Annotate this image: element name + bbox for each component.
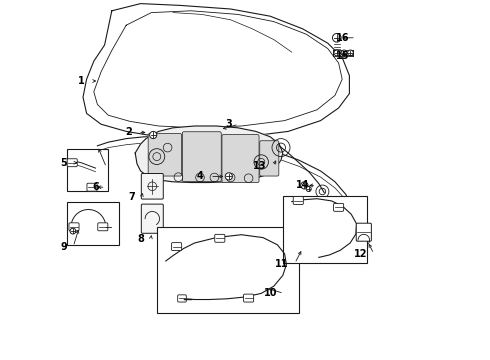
- FancyBboxPatch shape: [157, 227, 299, 313]
- FancyBboxPatch shape: [69, 223, 79, 231]
- Text: 3: 3: [226, 119, 232, 129]
- FancyBboxPatch shape: [87, 183, 97, 191]
- Text: 7: 7: [128, 192, 135, 202]
- FancyBboxPatch shape: [67, 202, 119, 245]
- Text: 10: 10: [264, 288, 277, 298]
- Text: 6: 6: [93, 182, 99, 192]
- Text: 11: 11: [275, 258, 288, 269]
- FancyBboxPatch shape: [283, 196, 368, 263]
- Text: 9: 9: [60, 242, 67, 252]
- Text: 14: 14: [296, 180, 310, 190]
- Polygon shape: [135, 126, 283, 183]
- Circle shape: [70, 228, 76, 234]
- Polygon shape: [83, 4, 349, 139]
- Text: 2: 2: [125, 127, 132, 138]
- FancyBboxPatch shape: [178, 295, 186, 302]
- Text: 1: 1: [78, 76, 85, 86]
- FancyBboxPatch shape: [222, 135, 259, 183]
- Circle shape: [306, 186, 311, 192]
- FancyBboxPatch shape: [148, 134, 182, 176]
- Circle shape: [347, 50, 353, 56]
- FancyBboxPatch shape: [334, 203, 343, 211]
- Text: 12: 12: [354, 249, 368, 259]
- Circle shape: [301, 182, 308, 189]
- FancyBboxPatch shape: [172, 243, 182, 251]
- FancyBboxPatch shape: [260, 141, 279, 176]
- FancyBboxPatch shape: [67, 149, 108, 191]
- Text: 16: 16: [336, 33, 349, 43]
- FancyBboxPatch shape: [141, 204, 163, 233]
- Circle shape: [149, 131, 157, 139]
- FancyBboxPatch shape: [215, 234, 225, 242]
- FancyBboxPatch shape: [244, 294, 254, 302]
- FancyBboxPatch shape: [182, 132, 221, 181]
- Text: 13: 13: [253, 161, 267, 171]
- Circle shape: [225, 173, 232, 180]
- FancyBboxPatch shape: [67, 159, 77, 167]
- FancyBboxPatch shape: [293, 197, 303, 204]
- Text: 15: 15: [336, 51, 349, 61]
- Text: 8: 8: [137, 234, 144, 244]
- Circle shape: [341, 50, 347, 56]
- Circle shape: [334, 50, 340, 56]
- FancyBboxPatch shape: [356, 223, 371, 241]
- FancyBboxPatch shape: [141, 174, 163, 199]
- Text: 5: 5: [60, 158, 67, 168]
- FancyBboxPatch shape: [98, 223, 108, 231]
- Text: 4: 4: [197, 171, 204, 181]
- Circle shape: [333, 33, 341, 42]
